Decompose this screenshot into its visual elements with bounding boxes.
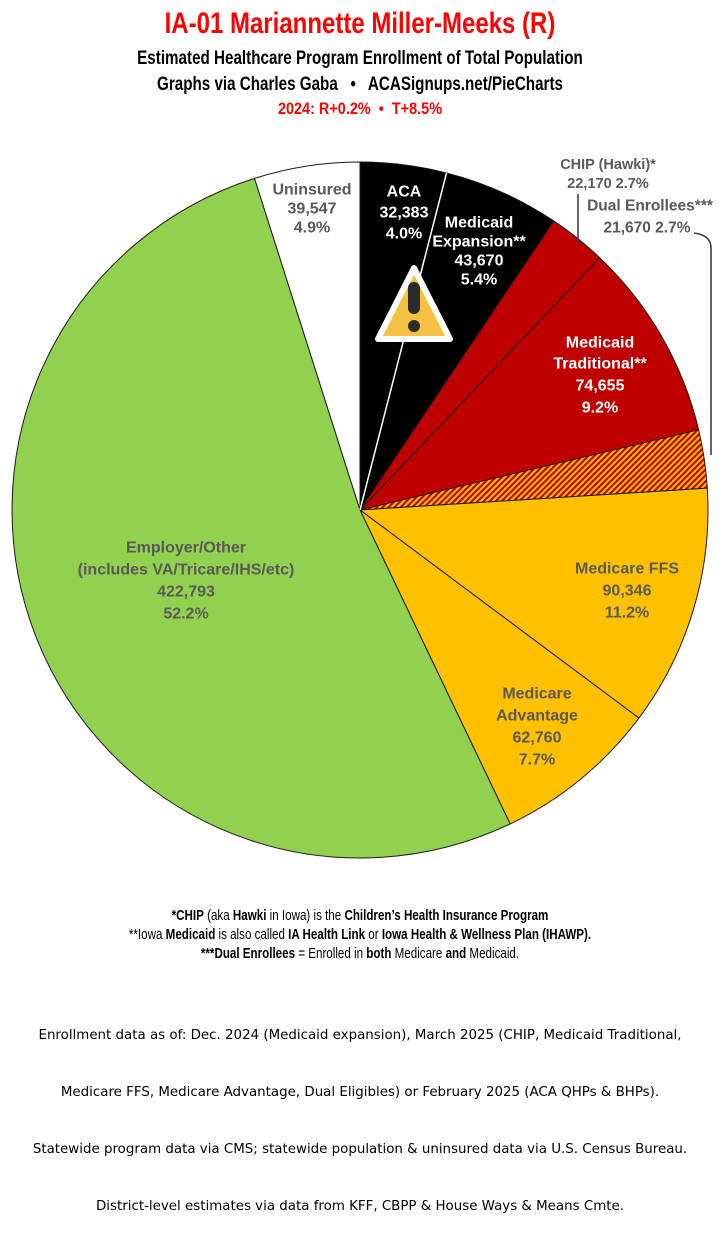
label-chip-hawki: CHIP (Hawki)* 22,170 2.7% [560,157,656,192]
svg-text:90,346: 90,346 [603,583,652,600]
footnote-segment: is also called [215,927,289,943]
svg-text:Employer/Other: Employer/Other [126,540,246,557]
footnote-segment: Medicare [391,946,446,962]
svg-text:Uninsured: Uninsured [272,182,351,199]
pie-slices [11,161,709,859]
svg-text:43,670: 43,670 [455,253,504,270]
footnote-dual-enrollees: ***Dual Enrollees = Enrolled in both Med… [72,945,648,964]
label-medicare-ffs: Medicare FFS 90,346 11.2% [575,561,679,622]
svg-text:7.7%: 7.7% [519,752,555,769]
footnote-segment: in Iowa) is the [266,908,345,924]
label-medicaid-traditional: Medicaid Traditional** 74,655 9.2% [553,335,647,417]
svg-text:Expansion**: Expansion** [432,234,526,251]
warning-exclamation-dot [408,320,420,332]
slice-medicare-ffs [359,487,709,719]
footnote-segment: and [445,946,467,962]
attribution-line: Graphs via Charles Gaba • ACASignups.net… [157,74,563,95]
svg-text:Medicare FFS: Medicare FFS [575,561,679,578]
slice-medicare-advantage [359,509,640,825]
svg-text:52.2%: 52.2% [163,606,208,623]
slice-employer-other [11,177,511,859]
svg-text:422,793: 422,793 [157,584,215,601]
svg-text:9.2%: 9.2% [582,400,618,417]
pie-chart: Uninsured 39,547 4.9% ACA 32,383 4.0% Me… [0,140,720,880]
svg-text:21,670 2.7%: 21,670 2.7% [603,220,690,237]
source-line: District-level estimates via data from K… [96,1199,624,1214]
warning-icon [375,265,453,342]
svg-text:62,760: 62,760 [513,730,562,747]
svg-text:ACA: ACA [387,184,422,201]
chart-subtitle: Estimated Healthcare Program Enrollment … [137,48,583,69]
svg-text:Medicaid: Medicaid [566,335,634,352]
svg-text:74,655: 74,655 [576,378,625,395]
svg-text:Medicare: Medicare [502,686,571,703]
slice-medicaid-traditional [359,257,700,511]
footnote-segment: (aka [203,908,233,924]
slice-uninsured [254,161,361,511]
footnote-chip: *CHIP (aka Hawki in Iowa) is the Childre… [72,907,648,926]
svg-text:Advantage: Advantage [496,708,578,725]
label-uninsured: Uninsured 39,547 4.9% [272,182,351,237]
footnote-segment: Hawki [232,908,267,924]
footnote-segment: = Enrolled in [295,946,367,962]
label-medicaid-expansion: Medicaid Expansion** 43,670 5.4% [432,215,526,289]
svg-text:4.9%: 4.9% [294,220,330,237]
footnote-segment: or [365,927,382,943]
dual-enrollees-leader-line [693,232,712,455]
footnote-segment: IA Health Link [288,927,366,943]
footnote-medicaid: **Iowa Medicaid is also called IA Health… [72,926,648,945]
svg-text:32,383: 32,383 [380,205,429,222]
footnote-segment: Iowa Health & Wellness Plan (IHAWP). [381,927,592,943]
footnote-segment: Medicaid. [466,946,520,962]
svg-text:CHIP (Hawki)*: CHIP (Hawki)* [560,157,656,173]
data-source-block: Enrollment data as of: Dec. 2024 (Medica… [0,988,720,1235]
label-dual-enrollees: Dual Enrollees*** 21,670 2.7% [587,198,714,237]
svg-text:Medicaid: Medicaid [445,215,513,232]
label-employer-other: Employer/Other (includes VA/Tricare/IHS/… [78,540,295,623]
warning-exclamation-bar [408,282,420,314]
footnote-segment: **Iowa [128,927,166,943]
svg-text:11.2%: 11.2% [605,605,649,622]
page-title: IA-01 Mariannette Miller-Meeks (R) [164,7,556,40]
footnote-segment: ***Dual Enrollees [200,946,296,962]
footnote-segment: Children’s Health Insurance Program [344,908,549,924]
svg-text:4.0%: 4.0% [386,226,422,243]
label-aca: ACA 32,383 4.0% [380,184,429,243]
footnote-segment: *CHIP [171,908,204,924]
footnote-segment: Medicaid [165,927,216,943]
svg-text:Traditional**: Traditional** [553,356,647,373]
svg-text:Dual Enrollees***: Dual Enrollees*** [587,198,714,215]
footnotes: *CHIP (aka Hawki in Iowa) is the Childre… [0,907,720,964]
svg-text:5.4%: 5.4% [461,272,497,289]
footnote-segment: both [366,946,392,962]
svg-text:22,170 2.7%: 22,170 2.7% [567,176,649,192]
svg-text:(includes VA/Tricare/IHS/etc): (includes VA/Tricare/IHS/etc) [78,562,295,579]
pie-chart-infographic: { "header": { "title": "IA-01 Mariannett… [0,7,720,1214]
label-medicare-advantage: Medicare Advantage 62,760 7.7% [496,686,578,769]
source-line: Enrollment data as of: Dec. 2024 (Medica… [38,1028,682,1043]
source-line: Statewide program data via CMS; statewid… [32,1142,688,1157]
partisan-lean-line: 2024: R+0.2% • T+8.5% [277,99,443,118]
source-line: Medicare FFS, Medicare Advantage, Dual E… [60,1085,660,1100]
svg-text:39,547: 39,547 [288,201,337,218]
